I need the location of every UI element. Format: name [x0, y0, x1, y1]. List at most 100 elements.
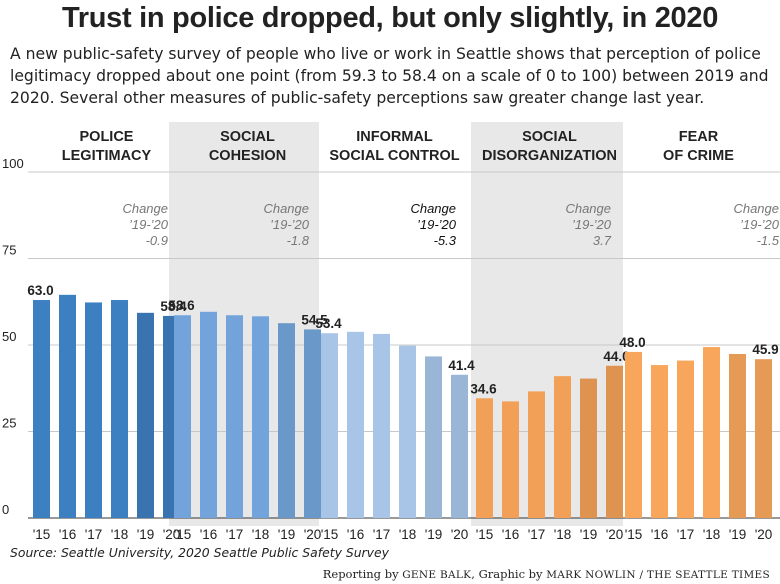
bar-value-label: 54.5 [301, 312, 328, 327]
group-label-4: DISORGANIZATION [482, 148, 617, 164]
credit-reporter: GENE BALK [402, 569, 472, 581]
bar [580, 378, 597, 518]
group-label-3: SOCIAL CONTROL [329, 148, 459, 164]
x-tick-label: '16 [651, 527, 669, 542]
change-annotation: 3.7 [593, 233, 612, 248]
bar-value-label: 34.6 [470, 381, 497, 396]
change-annotation: -5.3 [434, 233, 457, 248]
bar [502, 401, 519, 518]
x-tick-label: '19 [137, 527, 155, 542]
bar [373, 333, 390, 518]
x-tick-label: '15 [625, 527, 643, 542]
bar-value-label: 45.9 [752, 342, 778, 357]
change-annotation: -1.5 [757, 233, 780, 248]
bar [226, 315, 243, 518]
x-tick-label: '15 [476, 527, 494, 542]
bar-value-label: 48.0 [619, 335, 645, 350]
bar [347, 331, 364, 518]
credit-line: Reporting by GENE BALK, Graphic by MARK … [323, 567, 770, 581]
x-tick-label: '16 [502, 527, 520, 542]
change-annotation: ’19-’20 [417, 217, 457, 232]
x-tick-label: '18 [252, 527, 270, 542]
group-label-2: SOCIAL [220, 129, 275, 145]
x-tick-label: '20 [304, 527, 322, 542]
chart-title: Trust in police dropped, but only slight… [61, 2, 719, 34]
x-tick-label: '20 [755, 527, 773, 542]
group-label-1: LEGITIMACY [62, 148, 152, 164]
bar [33, 300, 50, 518]
change-annotation: Change [410, 201, 456, 216]
x-tick-label: '20 [163, 527, 181, 542]
bar [755, 359, 772, 518]
bar [137, 312, 154, 518]
panel-shading [169, 122, 319, 526]
x-tick-label: '19 [580, 527, 598, 542]
group-label-4: SOCIAL [522, 129, 577, 145]
group-label-1: POLICE [80, 129, 134, 145]
bar [729, 353, 746, 518]
bar [703, 347, 720, 518]
credit-graphic-prefix: , Graphic by [471, 567, 547, 581]
change-annotation: Change [565, 201, 611, 216]
x-tick-label: '18 [703, 527, 721, 542]
bar-value-label: 53.4 [315, 316, 342, 331]
x-tick-label: '17 [85, 527, 103, 542]
x-tick-label: '20 [606, 527, 624, 542]
x-tick-label: '18 [554, 527, 572, 542]
bar [252, 316, 269, 518]
x-tick-label: '17 [226, 527, 244, 542]
change-annotation: Change [733, 201, 779, 216]
bar [278, 323, 295, 518]
bar [554, 376, 571, 518]
x-tick-label: '18 [399, 527, 417, 542]
x-tick-label: '15 [33, 527, 51, 542]
bar [399, 345, 416, 518]
bar [304, 329, 321, 518]
change-annotation: ’19-’20 [129, 217, 169, 232]
bar [651, 365, 668, 518]
change-annotation: Change [122, 201, 168, 216]
bar [174, 315, 191, 518]
bar [677, 360, 694, 518]
x-tick-label: '20 [451, 527, 469, 542]
bar-value-label: 58.4 [160, 299, 187, 314]
bar [625, 351, 642, 518]
credit-graphic-artist: MARK NOWLIN / THE SEATTLE TIMES [546, 569, 770, 581]
x-tick-label: '18 [111, 527, 129, 542]
bar-value-label: 58.6 [168, 298, 195, 313]
x-tick-label: '16 [59, 527, 77, 542]
change-annotation: Change [263, 201, 309, 216]
y-tick-label: 50 [2, 329, 16, 344]
group-label-5: OF CRIME [663, 148, 734, 164]
y-tick-label: 25 [2, 416, 16, 431]
x-tick-label: '16 [200, 527, 218, 542]
bar-value-label: 63.0 [27, 283, 53, 298]
y-tick-label: 75 [2, 243, 16, 258]
change-annotation: -1.8 [287, 233, 310, 248]
bar [200, 311, 217, 518]
y-tick-label: 100 [2, 156, 24, 171]
bar [425, 356, 442, 518]
x-tick-label: '15 [174, 527, 192, 542]
bar [451, 374, 468, 518]
bar [606, 365, 623, 518]
panel-shading [471, 122, 623, 526]
bar [476, 398, 493, 518]
x-tick-label: '17 [677, 527, 695, 542]
x-tick-label: '17 [528, 527, 546, 542]
chart-subtitle: A new public-safety survey of people who… [10, 45, 769, 107]
x-tick-label: '16 [347, 527, 365, 542]
x-tick-label: '19 [729, 527, 747, 542]
credit-reporting-prefix: Reporting by [322, 567, 403, 581]
group-label-2: COHESION [209, 148, 286, 164]
bar [111, 300, 128, 518]
bar-value-label: 44.0 [603, 349, 629, 364]
y-tick-label: 0 [2, 502, 9, 517]
group-label-3: INFORMAL [356, 129, 433, 145]
change-annotation: ’19-’20 [572, 217, 612, 232]
x-tick-label: '19 [425, 527, 443, 542]
x-tick-label: '19 [278, 527, 296, 542]
change-annotation: ’19-’20 [740, 217, 780, 232]
bar [528, 391, 545, 518]
